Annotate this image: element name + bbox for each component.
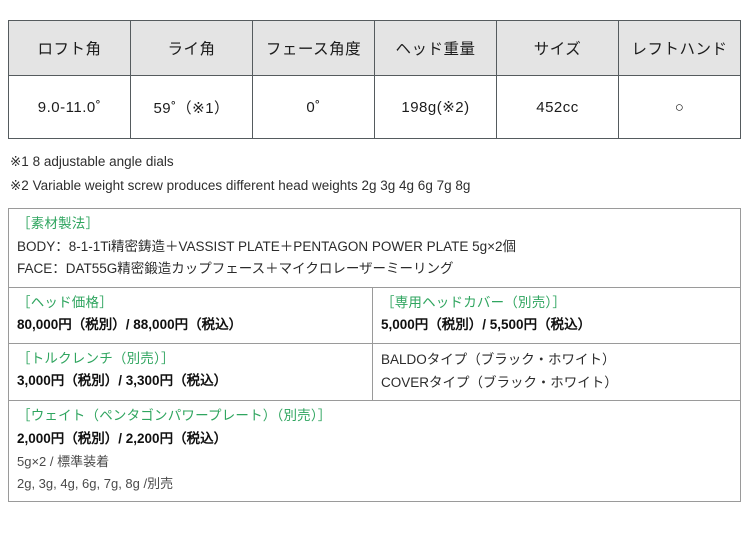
material-body-line: BODY：8-1-1Ti精密鋳造＋VASSIST PLATE＋PENTAGON … bbox=[17, 238, 516, 254]
info-box: ［素材製法］ BODY：8-1-1Ti精密鋳造＋VASSIST PLATE＋PE… bbox=[8, 208, 741, 503]
head-cover-options: BALDOタイプ（ブラック・ホワイト） COVERタイプ（ブラック・ホワイト） bbox=[373, 343, 740, 400]
column-header-head-weight: ヘッド重量 bbox=[374, 20, 497, 76]
head-cover-value: 5,000円（税別）/ 5,500円（税込） bbox=[381, 317, 592, 333]
section-material-content: ［素材製法］ BODY：8-1-1Ti精密鋳造＋VASSIST PLATE＋PE… bbox=[9, 209, 740, 287]
section-head-price-content: ［ヘッド価格］ 80,000円（税別）/ 88,000円（税込） bbox=[9, 288, 372, 343]
cell-head-weight: 198g(※2) bbox=[374, 75, 497, 139]
column-header-size: サイズ bbox=[496, 20, 619, 76]
section-material: ［素材製法］ BODY：8-1-1Ti精密鋳造＋VASSIST PLATE＋PE… bbox=[9, 209, 740, 288]
section-head-cover-content: ［専用ヘッドカバー（別売）］ 5,000円（税別）/ 5,500円（税込） bbox=[373, 288, 740, 343]
cell-face-angle: 0˚ bbox=[252, 75, 375, 139]
head-cover-heading: ［専用ヘッドカバー（別売）］ bbox=[381, 294, 567, 310]
section-material-heading: ［素材製法］ bbox=[17, 216, 100, 232]
footnote-2: ※2 Variable weight screw produces differ… bbox=[10, 177, 471, 193]
cell-size: 452cc bbox=[496, 75, 619, 139]
head-price-heading: ［ヘッド価格］ bbox=[17, 294, 113, 310]
section-torque-wrench-content: ［トルクレンチ（別売）］ 3,000円（税別）/ 3,300円（税込） bbox=[9, 344, 372, 399]
section-torque-wrench: ［トルクレンチ（別売）］ 3,000円（税別）/ 3,300円（税込） bbox=[9, 344, 372, 399]
column-header-face-angle: フェース角度 bbox=[252, 20, 375, 76]
price-column-right: ［専用ヘッドカバー（別売）］ 5,000円（税別）/ 5,500円（税込） BA… bbox=[373, 288, 740, 401]
price-column-left: ［ヘッド価格］ 80,000円（税別）/ 88,000円（税込） ［トルクレンチ… bbox=[9, 287, 373, 401]
table-header-row: ロフト角 ライ角 フェース角度 ヘッド重量 サイズ レフトハンド bbox=[8, 20, 741, 76]
column-header-loft: ロフト角 bbox=[8, 20, 131, 76]
spec-table-body: 9.0-11.0˚ 59˚（※1） 0˚ 198g(※2) 452cc ○ bbox=[8, 75, 741, 139]
section-weight: ［ウェイト（ペンタゴンパワープレート）（別売）］ 2,000円（税別）/ 2,2… bbox=[9, 401, 740, 501]
torque-wrench-heading: ［トルクレンチ（別売）］ bbox=[17, 351, 175, 367]
spec-sheet: ロフト角 ライ角 フェース角度 ヘッド重量 サイズ レフトハンド 9.0-11.… bbox=[8, 0, 742, 503]
head-price-value: 80,000円（税別）/ 88,000円（税込） bbox=[17, 317, 243, 333]
column-header-lie: ライ角 bbox=[130, 20, 253, 76]
spec-table: ロフト角 ライ角 フェース角度 ヘッド重量 サイズ レフトハンド 9.0-11.… bbox=[8, 20, 741, 139]
cell-lie: 59˚（※1） bbox=[130, 75, 253, 139]
footnote-1: ※1 8 adjustable angle dials bbox=[10, 154, 174, 169]
torque-wrench-value: 3,000円（税別）/ 3,300円（税込） bbox=[17, 373, 228, 389]
cell-loft: 9.0-11.0˚ bbox=[8, 75, 131, 139]
cell-left-hand: ○ bbox=[618, 75, 741, 139]
spec-table-head: ロフト角 ライ角 フェース角度 ヘッド重量 サイズ レフトハンド bbox=[8, 20, 741, 76]
material-face-line: FACE：DAT55G精密鍛造カップフェース＋マイクロレーザーミーリング bbox=[17, 261, 454, 277]
footnotes: ※1 8 adjustable angle dials ※2 Variable … bbox=[10, 150, 742, 197]
head-cover-option-baldo: BALDOタイプ（ブラック・ホワイト） bbox=[381, 352, 616, 368]
section-prices: ［ヘッド価格］ 80,000円（税別）/ 88,000円（税込） ［トルクレンチ… bbox=[9, 287, 740, 402]
column-header-left-hand: レフトハンド bbox=[618, 20, 741, 76]
table-row: 9.0-11.0˚ 59˚（※1） 0˚ 198g(※2) 452cc ○ bbox=[8, 75, 741, 139]
section-head-price: ［ヘッド価格］ 80,000円（税別）/ 88,000円（税込） bbox=[9, 288, 372, 345]
section-weight-content: ［ウェイト（ペンタゴンパワープレート）（別売）］ 2,000円（税別）/ 2,2… bbox=[9, 401, 740, 501]
weight-optional-line: 2g, 3g, 4g, 6g, 7g, 8g /別売 bbox=[17, 475, 174, 491]
weight-heading: ［ウェイト（ペンタゴンパワープレート）（別売）］ bbox=[17, 408, 332, 424]
weight-price-value: 2,000円（税別）/ 2,200円（税込） bbox=[17, 430, 228, 446]
weight-standard-line: 5g×2 / 標準装着 bbox=[17, 453, 110, 469]
head-cover-option-cover: COVERタイプ（ブラック・ホワイト） bbox=[381, 374, 618, 390]
